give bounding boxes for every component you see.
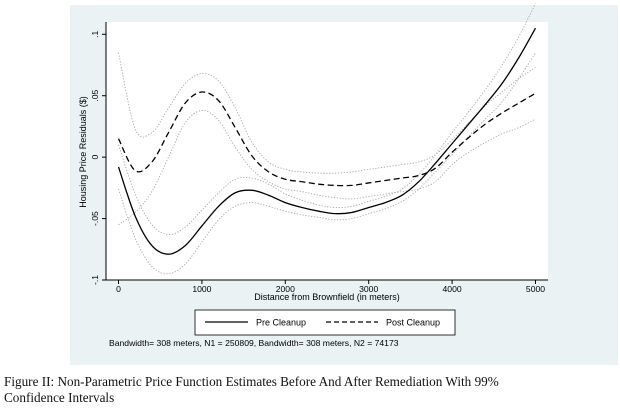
plot-area [106, 22, 548, 280]
y-tick-label: .05 [90, 90, 100, 102]
y-tick-label: 0 [90, 155, 100, 160]
caption-line-1: Figure II: Non-Parametric Price Function… [4, 374, 499, 389]
legend-post-cleanup-label: Post Cleanup [386, 318, 440, 328]
x-axis-title: Distance from Brownfield (in meters) [254, 292, 400, 302]
chart-note: Bandwidth= 308 meters, N1 = 250809, Band… [109, 338, 399, 348]
pre-cleanup-ci-lower-line [118, 52, 536, 275]
plot-layer [117, 3, 537, 275]
y-tick-label: -.05 [90, 211, 100, 226]
chart-figure: 0 1000 2000 3000 4000 5000 -.1 -.05 0 .05 .1 Dista… [70, 3, 618, 365]
x-tick-label: 0 [116, 284, 121, 294]
x-tick-label: 2000 [276, 284, 295, 294]
y-tick-label: -.1 [90, 275, 100, 285]
legend-pre-cleanup-label: Pre Cleanup [256, 318, 306, 328]
y-axis-title: Housing Price Residuals ($) [78, 96, 88, 208]
x-tick-label: 5000 [526, 284, 545, 294]
post-cleanup-ci-upper-line [118, 52, 536, 174]
x-tick-label: 1000 [192, 284, 211, 294]
post-cleanup-line [117, 91, 536, 187]
x-tick-label: 3000 [359, 284, 378, 294]
pre-cleanup-line [117, 27, 537, 255]
axis-layer: 0 1000 2000 3000 4000 5000 -.1 -.05 0 .05 .1 [90, 30, 545, 294]
figure-caption: Figure II: Non-Parametric Price Function… [4, 374, 616, 405]
x-tick-label: 4000 [443, 284, 462, 294]
caption-line-2: Confidence Intervals [4, 389, 115, 405]
y-tick-label: .1 [90, 30, 100, 37]
legend: Pre Cleanup Post Cleanup [194, 309, 456, 336]
